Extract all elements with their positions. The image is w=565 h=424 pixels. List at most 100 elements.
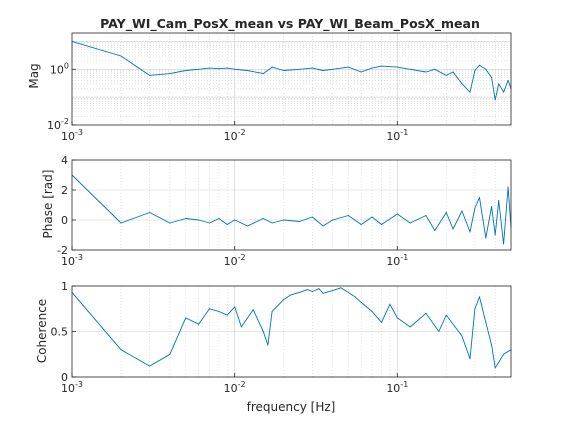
phase-data-point (218, 218, 220, 219)
phase-x-tick-label: 10-2 (224, 253, 246, 268)
phase-data-point (498, 200, 500, 201)
magnitude-axes-frame (71, 32, 512, 126)
coherence-data-point (360, 301, 362, 303)
phase-data-point (283, 219, 285, 221)
coherence-data-point (169, 353, 171, 355)
coherence-data-point (247, 317, 248, 319)
magnitude-data-point (322, 70, 324, 71)
coherence-y-tick-label: 0 (61, 371, 68, 384)
magnitude-data-point (234, 68, 236, 70)
phase-data-point (226, 224, 228, 225)
magnitude-data-point (474, 70, 476, 71)
magnitude-data-point (371, 67, 373, 69)
coherence-data-point (332, 290, 334, 292)
phase-panel: Phase [rad] 10-3 10-2 10-1 -2 0 2 4 (41, 154, 512, 268)
coherence-data-point (298, 291, 300, 293)
magnitude-data-point (283, 70, 285, 71)
coherence-data-point (120, 349, 122, 351)
magnitude-data-point (434, 68, 436, 70)
phase-data-point (434, 230, 436, 231)
coherence-data-point (340, 287, 342, 289)
phase-data-point (479, 197, 480, 198)
phase-data-point (474, 207, 476, 209)
magnitude-data-point (494, 99, 496, 101)
magnitude-data-point (209, 67, 210, 69)
coherence-data-point (479, 296, 480, 298)
magnitude-data-point (479, 64, 480, 66)
phase-data-point (409, 222, 411, 224)
coherence-data-point (149, 365, 151, 367)
coherence-data-point (425, 312, 427, 314)
coherence-data-point (371, 311, 373, 312)
coherence-data-point (267, 344, 269, 346)
phase-data-point (507, 186, 509, 188)
magnitude-data-point (332, 68, 334, 70)
phase-data-point (491, 206, 493, 207)
coherence-data-point (485, 321, 487, 323)
phase-data-point (347, 215, 349, 216)
coherence-data-point (318, 288, 320, 290)
coherence-y-tick-label: 0.5 (51, 326, 69, 339)
coherence-data-point (503, 353, 505, 355)
phase-data-point (452, 228, 454, 230)
coherence-data-point (322, 292, 324, 294)
phase-data-point (469, 231, 471, 233)
magnitude-data-point (409, 68, 411, 70)
phase-axes-frame (71, 159, 512, 251)
coherence-panel: frequency [Hz] Coherence 10-3 10-2 10-1 0 0.… (35, 280, 512, 414)
phase-y-tick-label: -2 (57, 244, 68, 257)
coherence-data-point (445, 314, 447, 316)
coherence-data-point (409, 326, 411, 328)
phase-x-tick-label: 10-3 (61, 253, 83, 268)
coherence-data-point (469, 358, 471, 360)
coherence-data-point (438, 331, 440, 332)
magnitude-y-tick-label: 100 (50, 61, 69, 76)
coherence-data-point (209, 308, 210, 310)
phase-data-point (209, 222, 210, 224)
magnitude-data-point (360, 71, 362, 73)
magnitude-data-point (507, 79, 509, 81)
phase-data-point (298, 221, 300, 222)
coherence-data-point (283, 299, 285, 301)
phase-data-point (198, 219, 200, 221)
phase-data-point (445, 212, 447, 213)
magnitude-data-point (311, 67, 313, 69)
magnitude-data-point (262, 73, 264, 75)
magnitude-data-point (271, 66, 273, 68)
phase-y-tick-label: 2 (61, 184, 68, 197)
phase-data-point (311, 216, 313, 218)
magnitude-y-tick-label: 10-2 (47, 117, 69, 132)
phase-data-point (262, 218, 264, 219)
coherence-data-point (218, 311, 220, 312)
coherence-data-point (262, 331, 264, 332)
magnitude-x-tick-label: 10-3 (61, 128, 83, 143)
phase-data-point (149, 212, 151, 213)
coherence-x-tick-label: 10-3 (61, 380, 83, 395)
magnitude-data-point (169, 73, 171, 75)
phase-y-tick-label: 4 (61, 154, 68, 167)
y-axis-label-phase: Phase [rad] (41, 170, 55, 239)
phase-data-point (271, 222, 273, 224)
chart-title: PAY_WI_Cam_PosX_mean vs PAY_WI_Beam_PosX… (100, 16, 480, 32)
coherence-data-point (198, 323, 200, 325)
coherence-x-tick-label: 10-2 (224, 380, 246, 395)
phase-data-point (360, 224, 362, 225)
phase-data-point (494, 234, 496, 236)
coherence-data-point (461, 335, 463, 337)
phase-data-point (425, 215, 427, 216)
magnitude-x-tick-label: 10-1 (386, 128, 408, 143)
magnitude-data-point (247, 70, 248, 71)
coherence-data-point (306, 289, 308, 291)
phase-data-point (485, 237, 487, 239)
coherence-data-point (474, 308, 476, 310)
magnitude-data-point (120, 55, 122, 57)
magnitude-data-point (425, 71, 427, 73)
coherence-x-tick-label: 10-1 (386, 380, 408, 395)
magnitude-data-point (469, 91, 471, 93)
magnitude-data-point (445, 74, 447, 76)
magnitude-data-point (503, 91, 505, 93)
coherence-data-point (185, 317, 187, 319)
y-axis-label-coherence: Coherence (35, 299, 49, 363)
phase-data-point (503, 243, 505, 245)
coherence-data-point (289, 294, 291, 296)
